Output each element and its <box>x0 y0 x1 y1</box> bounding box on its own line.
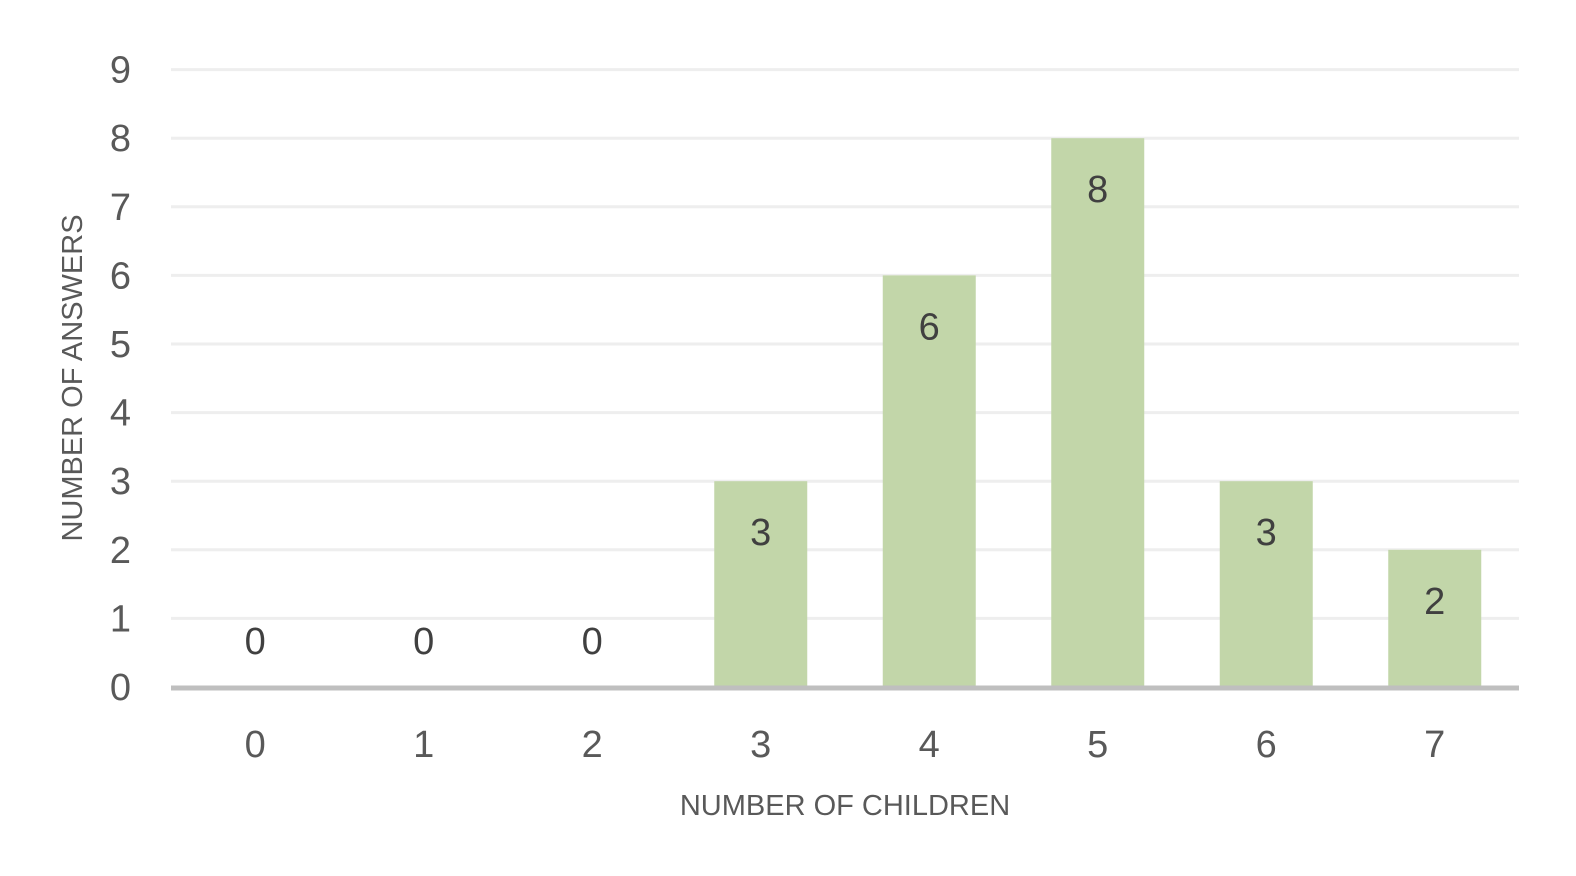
x-tick-label: 2 <box>582 724 603 766</box>
data-label: 0 <box>413 621 434 663</box>
y-tick-label: 4 <box>110 393 131 435</box>
bar <box>882 275 976 687</box>
y-tick-label: 8 <box>110 118 131 160</box>
y-tick-label: 5 <box>110 324 131 366</box>
x-tick-label: 3 <box>750 724 771 766</box>
y-tick-label: 1 <box>110 598 131 640</box>
data-label: 3 <box>1256 512 1277 554</box>
data-label: 2 <box>1424 581 1445 623</box>
bar <box>714 481 808 687</box>
data-label: 8 <box>1087 169 1108 211</box>
x-axis-title: NUMBER OF CHILDREN <box>680 790 1010 822</box>
data-label: 0 <box>582 621 603 663</box>
y-tick-label: 2 <box>110 530 131 572</box>
x-tick-label: 0 <box>245 724 266 766</box>
x-tick-labels: 0 1 2 3 4 5 6 7 <box>245 724 1446 766</box>
bar <box>1388 549 1482 687</box>
data-labels: 0 0 0 3 6 8 3 2 <box>245 169 1446 663</box>
data-label: 0 <box>245 621 266 663</box>
gridlines <box>171 68 1519 620</box>
x-tick-label: 6 <box>1256 724 1277 766</box>
y-tick-label: 9 <box>110 50 131 92</box>
y-tick-label: 7 <box>110 187 131 229</box>
y-tick-label: 3 <box>110 461 131 503</box>
y-tick-label: 6 <box>110 255 131 297</box>
y-axis-title: NUMBER OF ANSWERS <box>57 214 89 541</box>
y-tick-labels: 0 1 2 3 4 5 6 7 8 9 <box>110 50 131 709</box>
x-tick-label: 4 <box>919 724 940 766</box>
y-tick-label: 0 <box>110 667 131 709</box>
bars <box>714 138 1482 687</box>
bar <box>1219 481 1313 687</box>
x-tick-label: 7 <box>1424 724 1445 766</box>
x-tick-label: 1 <box>413 724 434 766</box>
data-label: 3 <box>750 512 771 554</box>
bar <box>1051 138 1145 687</box>
data-label: 6 <box>919 306 940 348</box>
x-tick-label: 5 <box>1087 724 1108 766</box>
